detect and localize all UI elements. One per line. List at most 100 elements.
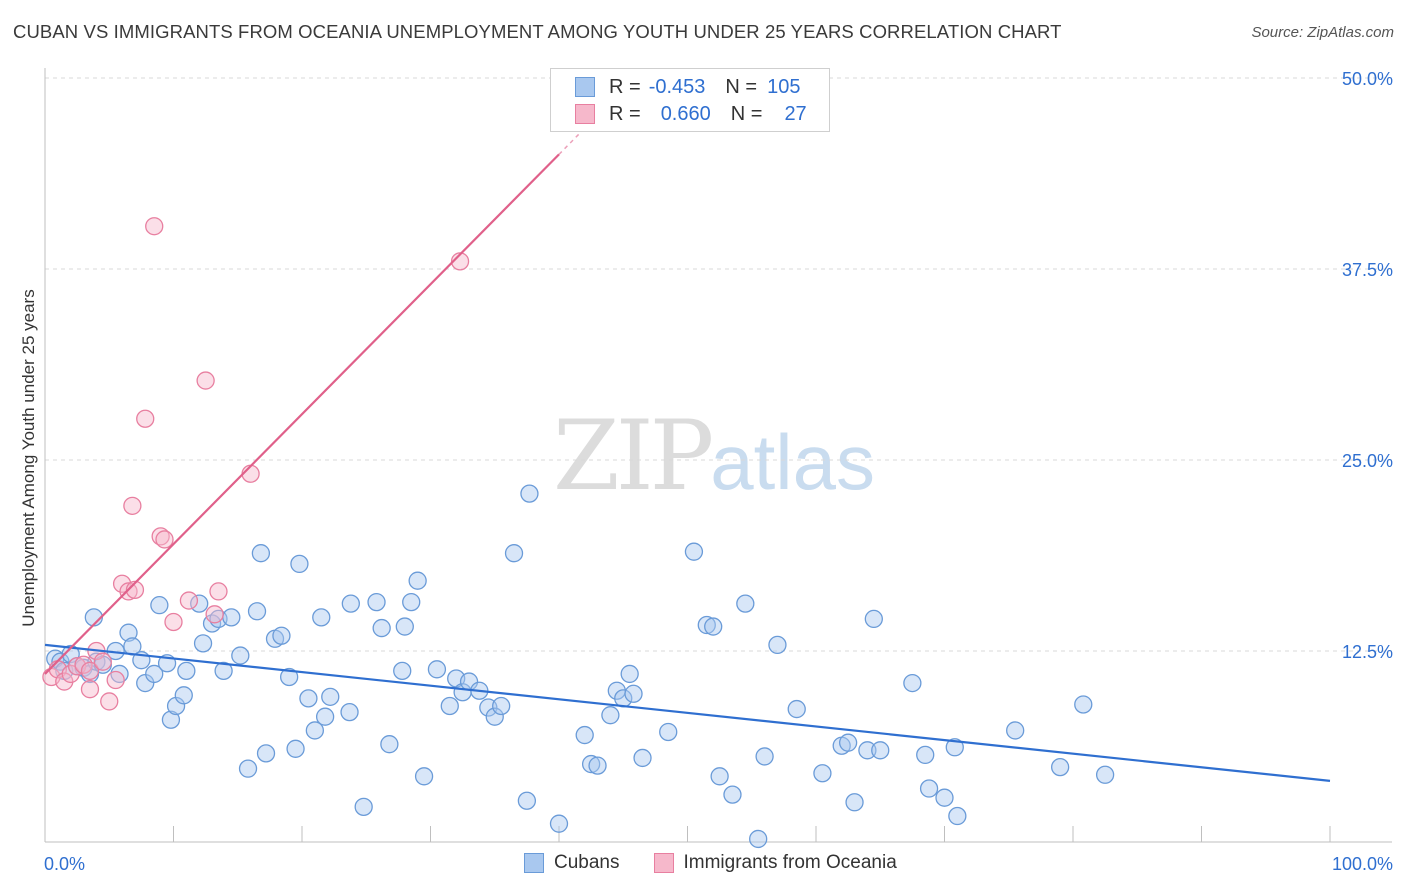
cubans-point	[190, 594, 209, 613]
oceania-point	[80, 680, 100, 699]
cubans-point	[193, 634, 213, 653]
series-legend: Cubans Immigrants from Oceania	[524, 852, 897, 874]
y-axis-label: Unemployment Among Youth under 25 years	[19, 289, 38, 627]
cubans-point	[312, 608, 331, 627]
cubans-point	[305, 721, 325, 740]
cubans-point	[1074, 695, 1093, 714]
cubans-point	[787, 699, 806, 719]
cubans-point	[768, 635, 787, 655]
cubans-point	[684, 542, 704, 561]
cubans-point	[620, 664, 639, 684]
cubans-point	[575, 725, 594, 745]
cubans-point	[214, 661, 233, 681]
r-label-1: R =	[609, 75, 641, 98]
x-tick-label-max: 100.0%	[1332, 854, 1393, 874]
cubans-point	[549, 814, 569, 833]
legend-oceania: Immigrants from Oceania	[683, 852, 897, 873]
oceania-point	[106, 670, 125, 690]
cubans-point	[286, 739, 305, 758]
cubans-point	[247, 602, 267, 621]
oceania-trend-line	[44, 153, 560, 675]
cubans-point	[588, 756, 607, 775]
cubans-point	[517, 791, 537, 810]
watermark-atlas: atlas	[710, 418, 875, 506]
cubans-point	[222, 608, 241, 627]
oceania-point	[136, 409, 155, 428]
y-tick-label: 25.0%	[1342, 451, 1393, 471]
cubans-point	[601, 706, 620, 725]
cubans-point	[871, 741, 890, 760]
cubans-point	[581, 754, 601, 774]
oceania-point	[179, 591, 199, 610]
cubans-point	[520, 484, 539, 503]
legend-cubans: Cubans	[554, 852, 620, 873]
cubans-point	[231, 646, 250, 665]
cubans-point	[174, 686, 193, 705]
x-tick-label-min: 0.0%	[44, 854, 85, 874]
cubans-trend-line	[44, 643, 1331, 782]
cubans-point	[279, 667, 299, 687]
cubans-point	[256, 744, 276, 763]
correlation-legend: R = -0.453 N = 105 R = 0.660 N = 27	[550, 68, 830, 132]
y-tick-label: 12.5%	[1342, 642, 1393, 662]
cubans-point	[299, 689, 318, 708]
cubans-point	[945, 738, 964, 757]
cubans-point	[697, 615, 716, 635]
oceania-point	[125, 580, 145, 600]
cubans-point	[845, 793, 864, 812]
cubans-point	[238, 759, 258, 778]
oceania-legend-swatch	[653, 853, 674, 873]
chart-title: CUBAN VS IMMIGRANTS FROM OCEANIA UNEMPLO…	[13, 21, 1062, 42]
cubans-point	[492, 696, 511, 716]
cubans-point	[1095, 765, 1115, 784]
cubans-point	[119, 623, 138, 642]
oceania-swatch	[575, 104, 595, 124]
cubans-point	[916, 745, 935, 765]
cubans-point	[354, 797, 373, 817]
watermark-zip: ZIP	[553, 400, 714, 512]
cubans-point	[367, 592, 386, 612]
n-label-1: N =	[725, 75, 758, 98]
cubans-point	[710, 767, 729, 786]
n-label-2: N =	[730, 102, 763, 125]
oceania-point	[145, 217, 164, 236]
cubans-point	[485, 707, 504, 726]
cubans-point	[372, 618, 391, 638]
cubans-point	[150, 596, 169, 615]
cubans-point	[380, 735, 399, 754]
source-credit: Source: ZipAtlas.com	[1251, 24, 1394, 41]
cubans-point	[813, 764, 832, 783]
oceania-point	[196, 371, 215, 390]
cubans-point	[935, 788, 954, 807]
cubans-point	[161, 710, 181, 729]
cubans-swatch	[575, 77, 595, 97]
oceania-point	[155, 530, 174, 549]
cubans-point	[838, 733, 858, 752]
oceania-point	[93, 652, 112, 671]
cubans-point	[315, 707, 335, 726]
oceania-point	[119, 582, 138, 601]
cubans-point	[723, 785, 742, 804]
cubans-point	[903, 673, 922, 693]
cubans-point	[145, 664, 164, 684]
cubans-point	[427, 660, 447, 679]
cubans-point	[408, 571, 427, 590]
cubans-point	[393, 661, 412, 681]
cubans-point	[755, 747, 774, 766]
legend-row-cubans: R = -0.453 N = 105	[575, 75, 800, 99]
oceania-point	[164, 612, 183, 632]
cubans-point	[749, 829, 768, 849]
cubans-point	[290, 554, 309, 574]
cubans-point	[321, 687, 340, 706]
r-value-cubans: -0.453	[648, 75, 706, 98]
cubans-point	[177, 661, 196, 681]
cubans-point	[402, 592, 421, 612]
cubans-point	[704, 617, 723, 636]
legend-row-oceania: R = 0.660 N = 27	[575, 102, 807, 126]
cubans-point	[440, 696, 459, 716]
oceania-point	[209, 582, 228, 601]
r-label-2: R =	[609, 102, 641, 125]
oceania-point	[123, 496, 142, 515]
cubans-point	[251, 544, 271, 563]
cubans-point	[624, 684, 643, 703]
